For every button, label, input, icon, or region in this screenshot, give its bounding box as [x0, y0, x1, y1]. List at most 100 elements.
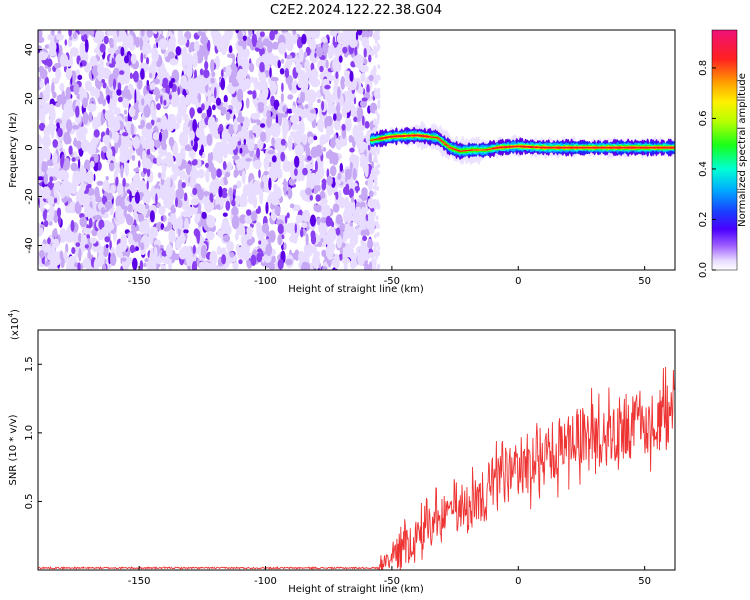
heatmap-blob	[238, 195, 248, 208]
heatmap-blob	[38, 162, 42, 170]
heatmap-blob	[203, 69, 210, 79]
heatmap-blob	[353, 128, 364, 144]
heatmap-blob	[205, 199, 211, 207]
heatmap-blob	[281, 82, 284, 93]
heatmap-blob	[336, 32, 345, 45]
heatmap-blob	[310, 78, 321, 88]
heatmap-blob	[97, 245, 104, 255]
heatmap-blob	[306, 89, 317, 104]
heatmap-blob	[175, 46, 182, 56]
heatmap-blob	[373, 45, 377, 51]
heatmap-blob	[288, 178, 296, 186]
heatmap-blob	[198, 221, 202, 228]
heatmap-blob	[191, 160, 198, 166]
heatmap-blob	[284, 68, 290, 78]
heatmap-blob	[291, 122, 299, 131]
heatmap-blob	[344, 168, 352, 180]
heatmap-blob	[221, 254, 227, 265]
heatmap-blob	[373, 68, 377, 74]
heatmap-blob	[240, 127, 249, 143]
heatmap-blob	[271, 155, 277, 163]
heatmap-blob	[93, 173, 96, 182]
ridge-cell	[438, 139, 443, 141]
heatmap-blob	[87, 103, 97, 113]
heatmap-blob	[362, 235, 368, 241]
heatmap-blob	[82, 111, 89, 125]
heatmap-blob	[44, 147, 51, 162]
heatmap-blob	[297, 80, 304, 88]
heatmap-blob	[38, 176, 44, 181]
heatmap-blob	[179, 131, 189, 147]
colorbar-tick-label: 0.8	[698, 60, 709, 76]
heatmap-blob	[160, 215, 164, 222]
heatmap-blob	[305, 187, 312, 196]
heatmap-blob	[257, 104, 264, 113]
heatmap-blob	[192, 244, 196, 254]
heatmap-blob	[235, 30, 239, 34]
heatmap-blob	[189, 130, 195, 141]
heatmap-blob	[100, 132, 104, 140]
heatmap-blob	[277, 258, 284, 270]
top-x-axis: -150 -100 -50 0 50	[128, 266, 651, 287]
heatmap-blob	[359, 146, 365, 154]
heatmap-blob	[273, 186, 282, 200]
heatmap-blob	[339, 162, 343, 172]
heatmap-blob	[333, 253, 340, 269]
heatmap-blob	[317, 118, 325, 132]
y-multiplier-exp: 4	[7, 312, 15, 317]
heatmap-blob	[52, 238, 60, 248]
heatmap-blob	[236, 195, 241, 202]
heatmap-blob	[191, 261, 198, 270]
heatmap-blob	[321, 249, 327, 257]
heatmap-blob	[281, 121, 290, 135]
heatmap-blob	[134, 89, 137, 104]
heatmap-blob	[355, 202, 361, 207]
heatmap-blob	[228, 187, 234, 197]
heatmap-blob	[93, 258, 100, 270]
ridge-cell	[446, 145, 450, 147]
heatmap-blob	[182, 113, 189, 122]
heatmap-blob	[38, 188, 43, 197]
heatmap-blob	[243, 78, 251, 90]
heatmap-blob	[368, 54, 372, 63]
heatmap-blob	[188, 149, 196, 159]
heatmap-blob	[133, 103, 138, 110]
heatmap-blob	[265, 230, 270, 237]
top-y-axis: -40 -20 0 20 40	[24, 43, 42, 254]
heatmap-blob	[143, 262, 147, 267]
heatmap-blob	[160, 95, 163, 105]
heatmap-blob	[225, 111, 231, 121]
heatmap-blob	[206, 231, 215, 241]
heatmap-blob	[222, 161, 227, 170]
heatmap-blob	[283, 178, 287, 189]
heatmap-blob	[330, 137, 336, 149]
heatmap-blob	[136, 234, 142, 240]
heatmap-blob	[77, 262, 81, 270]
heatmap-blob	[215, 266, 226, 270]
heatmap-blob	[41, 186, 51, 199]
heatmap-blob	[356, 106, 364, 120]
heatmap-blob	[292, 30, 297, 35]
heatmap-blob	[354, 54, 364, 69]
heatmap-blob	[342, 230, 351, 240]
heatmap-blob	[98, 219, 105, 230]
top-y-tick-label: 40	[24, 43, 35, 56]
heatmap-blob	[93, 153, 99, 163]
heatmap-blob	[266, 115, 272, 128]
ridge-band	[369, 120, 675, 166]
heatmap-blob	[113, 107, 121, 116]
heatmap-blob	[216, 168, 222, 178]
heatmap-blob	[85, 185, 90, 194]
heatmap-blob	[315, 107, 318, 114]
heatmap-blob	[261, 88, 269, 100]
heatmap-blob	[66, 119, 73, 134]
heatmap-blob	[243, 138, 246, 146]
heatmap-blob	[109, 42, 115, 49]
heatmap-blob	[309, 194, 314, 201]
heatmap-blob	[246, 226, 254, 235]
heatmap-blob	[52, 139, 58, 148]
heatmap-blob	[176, 112, 183, 125]
heatmap-blob	[231, 199, 236, 207]
heatmap-blob	[271, 41, 279, 50]
heatmap-blob	[321, 100, 325, 111]
